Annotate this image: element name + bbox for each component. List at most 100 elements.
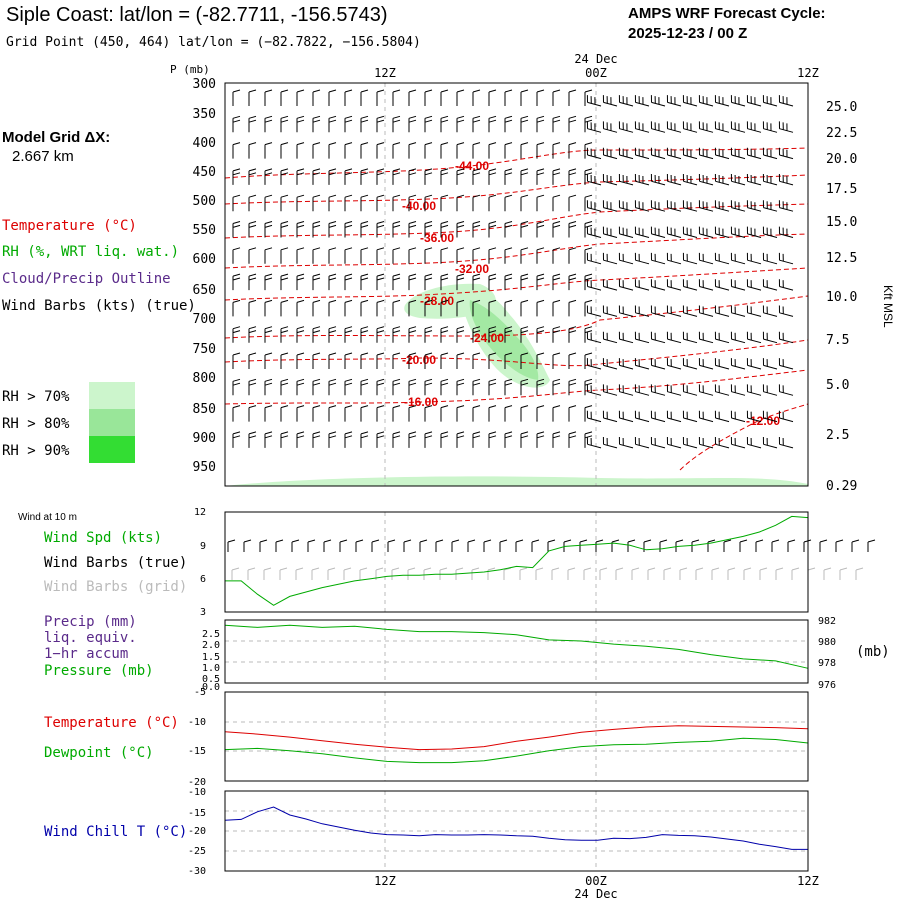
sounding-wind-barb-stroke <box>730 173 746 186</box>
sounding-wind-barb <box>584 142 593 159</box>
sounding-wind-barb-stroke <box>488 115 497 133</box>
sounding-wind-barb <box>232 247 241 264</box>
sounding-wind-barb-stroke <box>634 384 650 396</box>
sounding-wind-barb <box>536 168 545 185</box>
forecast-cycle-value: 2025-12-23 / 00 Z <box>628 25 747 42</box>
sounding-wind-barb-stroke <box>424 378 433 396</box>
sounding-wind-barb-stroke <box>264 326 273 343</box>
sounding-wind-barb <box>232 326 241 343</box>
pressure-right-axis: 982 980 978 976 <box>818 616 836 691</box>
sounding-wind-barb <box>344 326 353 343</box>
wind10m-barb-true <box>547 539 556 552</box>
sounding-wind-barb <box>472 194 481 212</box>
sounding-wind-barb-stroke <box>584 168 593 185</box>
sounding-wind-barb <box>552 168 561 185</box>
sounding-wind-barb <box>344 221 353 238</box>
sounding-wind-barb <box>392 273 401 291</box>
pressure-unit: (mb) <box>856 644 890 660</box>
sounding-wind-barb <box>472 405 481 422</box>
sounding-wind-barb-stroke <box>698 279 714 291</box>
sounding-wind-barb-stroke <box>440 352 449 369</box>
sounding-wind-barb-stroke <box>730 436 746 449</box>
sounding-wind-barb-stroke <box>328 115 337 133</box>
sounding-wind-barb <box>568 247 577 264</box>
sounding-wind-barb <box>586 121 602 133</box>
sounding-wind-barb <box>232 405 241 422</box>
wind10m-barb-grid-stroke <box>279 567 288 580</box>
sounding-wind-barb-stroke <box>666 226 682 238</box>
sounding-wind-barb-stroke <box>312 273 321 291</box>
legend-wind-barbs: Wind Barbs (kts) (true) <box>2 298 196 314</box>
sounding-wind-barb <box>312 115 321 133</box>
sounding-wind-barb-stroke <box>586 436 602 449</box>
sounding-wind-barb-stroke <box>488 352 497 369</box>
sounding-wind-barb-stroke <box>264 194 273 212</box>
windchill-line <box>224 806 808 850</box>
sounding-wind-barb <box>344 247 353 264</box>
sounding-wind-barb-stroke <box>666 410 682 423</box>
sounding-wind-barb <box>296 352 305 369</box>
sounding-wind-barb <box>376 115 385 133</box>
wind10m-barb-grid <box>647 567 656 580</box>
sounding-wind-barb-stroke <box>440 89 449 106</box>
sounding-wind-barb <box>264 221 273 238</box>
sounding-wind-barb <box>730 305 746 317</box>
sounding-wind-barb-stroke <box>568 326 577 343</box>
sounding-wind-barb <box>424 247 433 264</box>
sounding-wind-barb-stroke <box>778 279 794 291</box>
sounding-wind-barb-stroke <box>344 247 353 264</box>
sounding-wind-barb <box>280 378 289 396</box>
sounding-wind-barb-stroke <box>650 305 666 317</box>
sounding-wind-barb <box>504 194 513 212</box>
isotherm-28 <box>224 267 809 301</box>
sounding-wind-barb-stroke <box>488 89 497 106</box>
wind10m-barb-grid <box>279 567 288 580</box>
sounding-wind-barb <box>584 273 593 291</box>
sounding-wind-barb-stroke <box>360 352 369 369</box>
sounding-wind-barb-stroke <box>504 89 513 106</box>
sounding-wind-barb <box>536 89 545 106</box>
wind10m-barb-true-stroke <box>547 539 556 552</box>
sounding-wind-barb-stroke <box>762 147 778 160</box>
height-tick: 20.0 <box>826 152 857 167</box>
sounding-wind-barb <box>584 168 593 185</box>
sounding-wind-barb <box>536 352 545 369</box>
sounding-wind-barb-stroke <box>618 252 634 265</box>
sounding-wind-barb-stroke <box>488 299 497 317</box>
time-tick-00z-bottom: 00Z <box>585 874 607 888</box>
sounding-wind-barb <box>424 89 433 106</box>
sounding-wind-barb-stroke <box>520 352 529 369</box>
sounding-wind-barb-stroke <box>650 121 666 133</box>
wind10m-barb-true <box>355 539 364 552</box>
precip-y-tick: 2.0 <box>202 640 220 651</box>
sounding-wind-barb <box>248 378 257 396</box>
sounding-wind-barb <box>248 405 257 422</box>
sounding-wind-barb <box>520 89 529 106</box>
sounding-wind-barb <box>344 299 353 317</box>
sounding-wind-barb <box>746 121 762 133</box>
wind10m-barb-grid-stroke <box>295 567 304 580</box>
sounding-wind-barb <box>376 168 385 185</box>
sounding-wind-barb <box>344 89 353 106</box>
wind10m-barb-grid-stroke <box>855 567 864 580</box>
sounding-wind-barb-stroke <box>698 252 714 265</box>
sounding-wind-barb-stroke <box>746 279 762 291</box>
sounding-wind-barb <box>568 89 577 106</box>
sounding-wind-barb-stroke <box>730 147 746 160</box>
legend-dewpoint: Dewpoint (°C) <box>44 745 154 761</box>
sounding-wind-barb <box>714 147 730 160</box>
legend-precip-liq: liq. equiv. <box>44 630 137 646</box>
wind10m-barb-grid <box>631 567 640 580</box>
pressure-tick: 500 <box>193 194 216 209</box>
sounding-wind-barb <box>280 89 289 106</box>
sounding-wind-barb-stroke <box>634 226 650 238</box>
sounding-wind-barb <box>360 221 369 238</box>
sounding-wind-barb-stroke <box>584 405 593 422</box>
sounding-wind-barb-stroke <box>552 115 561 133</box>
sounding-wind-barb-stroke <box>552 352 561 369</box>
sounding-wind-barb-stroke <box>408 405 417 422</box>
sounding-wind-barb-stroke <box>730 121 746 133</box>
sounding-wind-barb-stroke <box>666 95 682 107</box>
sounding-wind-barb <box>440 168 449 185</box>
sounding-wind-barb-stroke <box>440 247 449 264</box>
